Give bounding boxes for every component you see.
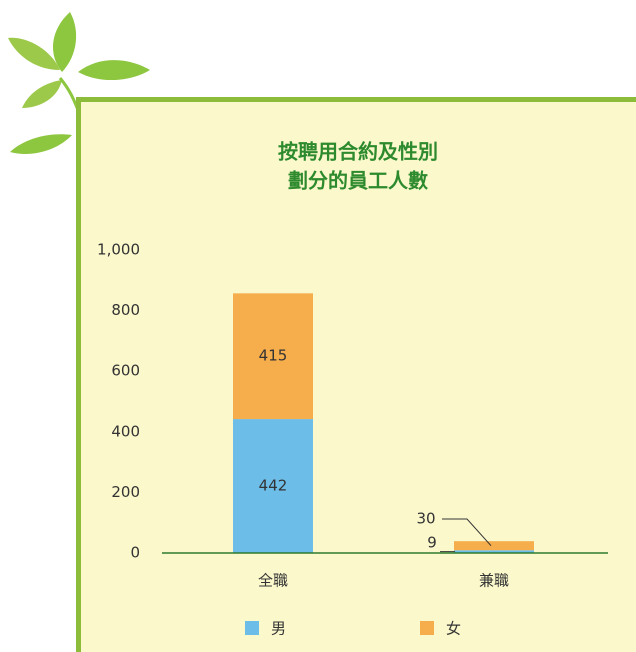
chart: 按聘用合約及性別 劃分的員工人數 0 200 400 600 800 1,000 全職 442… <box>0 0 636 652</box>
data-label: 9 <box>427 534 437 552</box>
y-tick-label: 1,000 <box>97 241 140 259</box>
legend-label: 女 <box>446 620 461 638</box>
y-tick-label: 0 <box>130 544 140 562</box>
data-label: 442 <box>259 477 288 495</box>
y-tick-label: 200 <box>111 483 140 501</box>
page: {"chart_data": {"type": "stacked_bar", "… <box>0 0 636 652</box>
legend-swatch <box>420 621 434 635</box>
legend-swatch <box>245 621 259 635</box>
bar-segment <box>454 541 534 550</box>
y-tick-label: 800 <box>111 301 140 319</box>
data-label: 30 <box>416 510 435 528</box>
y-tick-label: 600 <box>111 362 140 380</box>
panel-border-top <box>76 97 636 102</box>
panel-border-left <box>76 97 81 652</box>
data-label: 415 <box>259 347 288 365</box>
x-tick-label: 兼職 <box>479 572 509 590</box>
chart-title: 按聘用合約及性別 <box>278 140 438 164</box>
chart-title: 劃分的員工人數 <box>288 169 428 193</box>
x-tick-label: 全職 <box>258 572 288 590</box>
y-tick-label: 400 <box>111 422 140 440</box>
legend-label: 男 <box>271 620 286 638</box>
